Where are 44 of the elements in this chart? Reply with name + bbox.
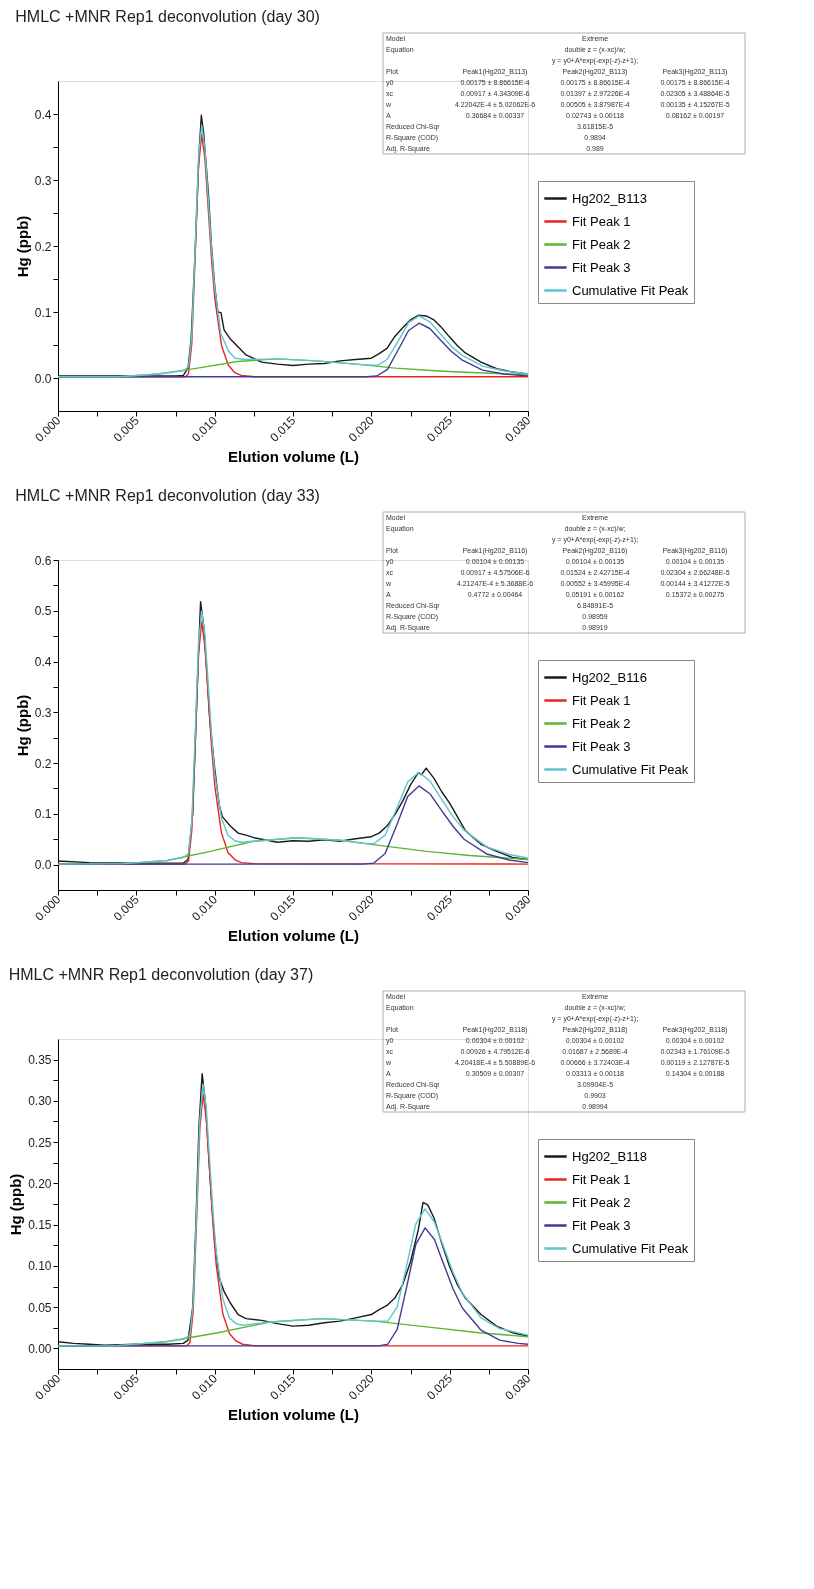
y-axis-title: Hg (ppb) — [13, 215, 31, 278]
y-tick-label: 0.3 — [34, 173, 52, 188]
legend-label: Cumulative Fit Peak — [572, 761, 689, 777]
legend-label: Cumulative Fit Peak — [572, 1240, 689, 1256]
y-tick-label: 0.05 — [28, 1300, 52, 1315]
legend-label: Fit Peak 3 — [572, 259, 631, 275]
y-tick-label: 0.25 — [28, 1135, 52, 1150]
legend-label: Hg202_B113 — [572, 190, 647, 206]
y-tick-label: 0.35 — [28, 1053, 52, 1068]
y-tick-label: 0.1 — [34, 807, 52, 822]
y-axis-title: Hg (ppb) — [7, 1173, 25, 1236]
y-tick-label: 0.20 — [28, 1176, 52, 1191]
y-axis-title: Hg (ppb) — [13, 694, 31, 757]
legend-label: Fit Peak 2 — [572, 236, 631, 252]
legend-label: Fit Peak 1 — [572, 213, 631, 229]
y-tick-label: 0.0 — [34, 371, 52, 386]
legend-label: Fit Peak 1 — [572, 1171, 631, 1187]
x-axis-title: Elution volume (L) — [228, 1405, 359, 1423]
y-tick-label: 0.2 — [34, 756, 52, 771]
y-tick-label: 0.6 — [34, 553, 52, 568]
y-tick-label: 0.10 — [28, 1259, 52, 1274]
y-tick-label: 0.2 — [34, 239, 52, 254]
x-axis-title: Elution volume (L) — [228, 926, 359, 944]
y-tick-label: 0.30 — [28, 1094, 52, 1109]
y-tick-label: 0.4 — [34, 655, 52, 670]
y-tick-label: 0.5 — [34, 604, 52, 619]
y-tick-label: 0.3 — [34, 705, 52, 720]
legend-label: Fit Peak 2 — [572, 715, 631, 731]
legend-label: Hg202_B118 — [572, 1148, 647, 1164]
legend-label: Fit Peak 3 — [572, 738, 631, 754]
y-tick-label: 0.4 — [34, 107, 52, 122]
y-tick-label: 0.1 — [34, 305, 52, 320]
legend-label: Fit Peak 2 — [572, 1194, 631, 1210]
legend-label: Fit Peak 3 — [572, 1217, 631, 1233]
y-tick-label: 0.15 — [28, 1218, 52, 1233]
legend-label: Hg202_B116 — [572, 669, 647, 685]
legend-label: Cumulative Fit Peak — [572, 282, 689, 298]
chart-title: HMLC +MNR Rep1 deconvolution (day 33) — [15, 486, 320, 504]
x-axis-title: Elution volume (L) — [228, 447, 359, 465]
chart-title: HMLC +MNR Rep1 deconvolution (day 30) — [15, 7, 320, 25]
legend-label: Fit Peak 1 — [572, 692, 631, 708]
y-tick-label: 0.0 — [34, 858, 52, 873]
chart-title: HMLC +MNR Rep1 deconvolution (day 37) — [8, 965, 314, 983]
y-tick-label: 0.00 — [28, 1341, 52, 1356]
